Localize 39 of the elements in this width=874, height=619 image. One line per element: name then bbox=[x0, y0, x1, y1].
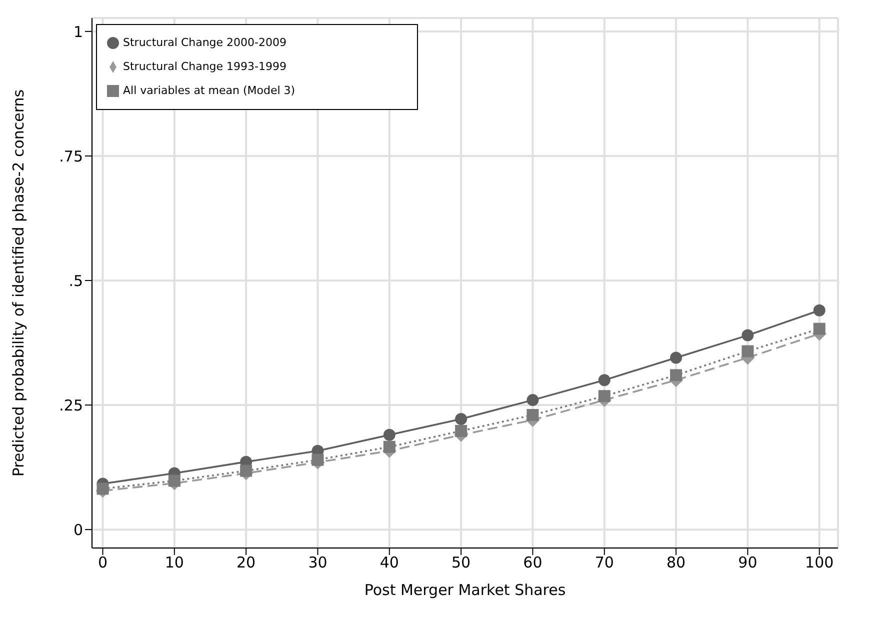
x-tick-label: 100 bbox=[805, 554, 834, 572]
point bbox=[598, 374, 610, 386]
y-tick-label: 1 bbox=[73, 22, 83, 41]
point bbox=[813, 304, 826, 316]
y-tick-label: .5 bbox=[68, 272, 83, 290]
point bbox=[670, 352, 682, 364]
legend-label: All variables at mean (Model 3) bbox=[123, 84, 296, 97]
point bbox=[742, 329, 754, 342]
x-tick-label: 90 bbox=[738, 554, 758, 572]
y-tick-label: 0 bbox=[73, 520, 83, 539]
y-tick-label: .25 bbox=[59, 396, 83, 414]
x-tick-label: 80 bbox=[666, 554, 686, 572]
x-axis-title: Post Merger Market Shares bbox=[364, 581, 566, 599]
point bbox=[526, 394, 539, 406]
y-tick-label: .75 bbox=[59, 147, 83, 166]
point bbox=[96, 482, 109, 495]
x-tick-label: 30 bbox=[308, 554, 328, 572]
point bbox=[168, 474, 180, 487]
point bbox=[455, 412, 468, 425]
point bbox=[742, 345, 754, 358]
x-tick-label: 10 bbox=[164, 554, 184, 572]
legend-label: Structural Change 2000-2009 bbox=[123, 36, 287, 49]
point bbox=[383, 428, 396, 441]
x-tick-label: 60 bbox=[523, 554, 542, 572]
x-tick-label: 50 bbox=[452, 554, 471, 572]
x-tick-label: 40 bbox=[380, 554, 399, 572]
x-tick-label: 0 bbox=[98, 554, 108, 572]
point bbox=[670, 369, 682, 382]
point bbox=[312, 454, 324, 466]
point bbox=[455, 424, 468, 437]
point bbox=[813, 322, 826, 335]
point bbox=[598, 390, 610, 402]
x-tick-label: 20 bbox=[236, 554, 256, 572]
point bbox=[240, 464, 252, 477]
point bbox=[526, 409, 539, 421]
y-axis-title: Predicted probability of identified phase-2 concerns bbox=[9, 89, 28, 477]
point bbox=[383, 440, 396, 453]
x-tick-label: 70 bbox=[594, 554, 614, 572]
legend-label: Structural Change 1993-1999 bbox=[123, 60, 287, 73]
